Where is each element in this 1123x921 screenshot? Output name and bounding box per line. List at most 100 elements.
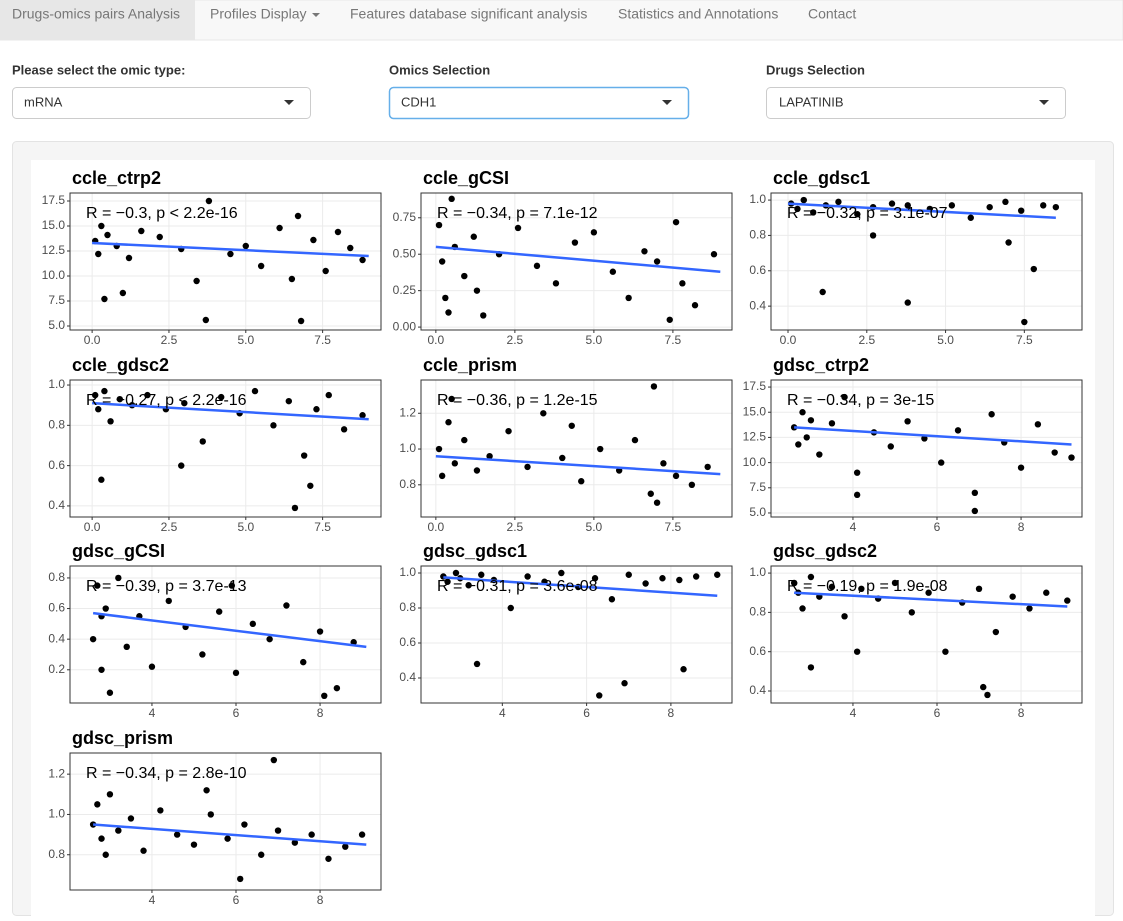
plot-title: gdsc_prism	[72, 728, 173, 748]
select-box[interactable]	[388, 86, 690, 120]
point	[98, 835, 105, 842]
nav-tab[interactable]: Features database significant analysis	[350, 6, 587, 22]
point	[297, 317, 305, 325]
point	[841, 393, 848, 401]
point	[524, 463, 531, 471]
point	[971, 507, 979, 515]
x-tick-label: 2.5	[858, 333, 875, 347]
x-tick-label: 4	[149, 706, 156, 720]
point	[505, 427, 512, 435]
select-box[interactable]	[12, 87, 311, 119]
y-tick-label: 0.2	[48, 662, 65, 676]
y-tick-label: 1.2	[399, 405, 416, 419]
plot-annotation: R = −0.19, p = 1.9e-08	[787, 578, 948, 595]
point	[1026, 605, 1033, 612]
point	[94, 801, 101, 808]
fit-line	[435, 454, 721, 476]
point	[714, 571, 721, 578]
y-tick-label: 7.5	[48, 293, 65, 307]
plot-title: ccle_ctrp2	[72, 168, 161, 188]
nav-tab[interactable]: Drugs-omics pairs Analysis	[12, 6, 180, 22]
active-tab[interactable]	[0, 0, 195, 40]
point	[514, 224, 522, 232]
point	[165, 597, 172, 605]
x-tick-label: 7.5	[665, 333, 682, 347]
y-tick-label: 1.0	[48, 807, 65, 821]
point	[445, 419, 452, 426]
select-box[interactable]	[766, 87, 1066, 119]
point	[156, 233, 163, 241]
point	[202, 316, 210, 324]
point	[95, 406, 102, 413]
point	[342, 843, 349, 850]
fit-line	[435, 245, 721, 273]
point	[98, 666, 105, 673]
point	[1017, 464, 1025, 471]
select-value: CDH1	[401, 94, 436, 109]
x-tick-label: 2.5	[507, 520, 524, 534]
point	[621, 680, 628, 687]
point	[625, 294, 632, 302]
point	[359, 412, 366, 419]
y-tick-label: 12.5	[42, 243, 66, 257]
nav-tab[interactable]: Profiles Display	[210, 6, 306, 22]
point	[631, 436, 639, 444]
point	[853, 491, 861, 499]
point	[1052, 203, 1060, 211]
x-tick-label: 6	[233, 893, 240, 907]
point	[816, 451, 823, 458]
point	[710, 251, 718, 258]
point	[148, 663, 156, 670]
point	[1030, 265, 1037, 273]
x-tick-label: 7.5	[665, 520, 682, 534]
point	[980, 683, 987, 691]
point	[123, 643, 130, 651]
point	[300, 452, 308, 459]
select-value: LAPATINIB	[779, 94, 844, 109]
point	[795, 441, 802, 448]
point	[442, 294, 449, 302]
point	[347, 244, 354, 252]
select-value: mRNA	[24, 94, 63, 109]
y-tick-label: 15.0	[743, 404, 767, 418]
plot-panel	[421, 193, 732, 330]
point	[807, 417, 815, 424]
x-tick-label: 0.0	[780, 333, 797, 347]
fit-line	[93, 823, 367, 846]
point	[1017, 207, 1025, 214]
point	[300, 658, 307, 666]
point	[307, 482, 314, 489]
point	[232, 669, 240, 677]
x-tick-label: 4	[149, 893, 156, 907]
point	[810, 209, 817, 216]
control-label: Drugs Selection	[766, 62, 865, 77]
plot-annotation: R = −0.3, p < 2.2e-16	[86, 205, 238, 222]
nav-tab[interactable]: Contact	[808, 6, 856, 22]
point	[228, 582, 236, 589]
x-tick-label: 7.5	[314, 520, 331, 534]
nav-tab[interactable]: Statistics and Annotations	[618, 6, 778, 22]
point	[473, 287, 481, 294]
point	[800, 196, 807, 204]
point	[266, 635, 273, 643]
point	[359, 256, 366, 264]
point	[486, 452, 493, 460]
point	[321, 692, 328, 700]
fit-line	[787, 202, 1056, 219]
point	[157, 807, 164, 814]
y-tick-label: 0.8	[48, 418, 65, 432]
plot-border	[69, 752, 382, 891]
point	[217, 393, 225, 401]
point	[358, 831, 366, 838]
plot-annotation: R = −0.36, p = 1.2e-15	[437, 392, 598, 409]
plot-panel	[70, 753, 381, 890]
point	[94, 582, 101, 589]
point	[438, 472, 446, 480]
point	[190, 841, 198, 848]
control-label: Please select the omic type:	[12, 62, 185, 77]
x-tick-label: 2.5	[507, 333, 524, 347]
point	[828, 583, 836, 591]
point	[274, 827, 282, 834]
point	[199, 438, 206, 445]
